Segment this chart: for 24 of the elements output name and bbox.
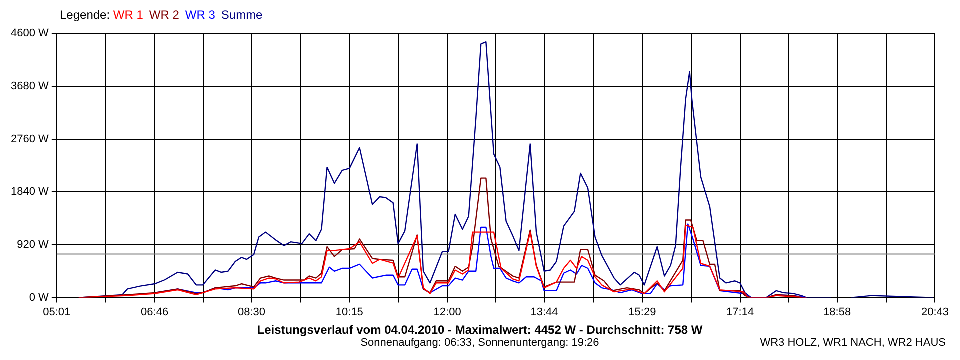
x-tick-label: 06:46 [141,306,169,318]
x-tick-label: 20:43 [921,306,949,318]
y-tick-label: 0 W [29,292,50,304]
text: Summe [221,8,263,22]
text: WR 1 [113,8,144,22]
y-tick-label: 1840 W [10,186,50,198]
y-tick-label: 4600 W [10,28,50,40]
y-tick-label: 920 W [17,238,50,251]
text: WR 2 [149,8,180,22]
y-tick-label: 3680 W [10,80,50,92]
x-tick-label: 15:29 [628,306,656,318]
text: Sonnenaufgang: 06:33, Sonnenuntergang: 19:26 [360,337,600,349]
x-tick-label: 05:01 [43,306,71,318]
x-tick-label: 13:44 [530,306,558,318]
x-tick-label: 18:58 [824,306,852,318]
legend-title: Legende: [60,8,112,22]
text: WR 3 [185,8,216,22]
text: WR3 HOLZ, WR1 NACH, WR2 HAUS [760,337,946,349]
x-tick-label: 17:14 [726,306,754,318]
text: Leistungsverlauf vom 04.04.2010 - Maximalwert: 4452 W - Durchschnitt: 758 W [256,323,704,337]
x-tick-label: 08:30 [238,306,266,318]
x-tick-label: 10:15 [336,306,364,318]
x-tick-label: 12:00 [434,306,462,318]
y-tick-label: 2760 W [10,133,50,146]
